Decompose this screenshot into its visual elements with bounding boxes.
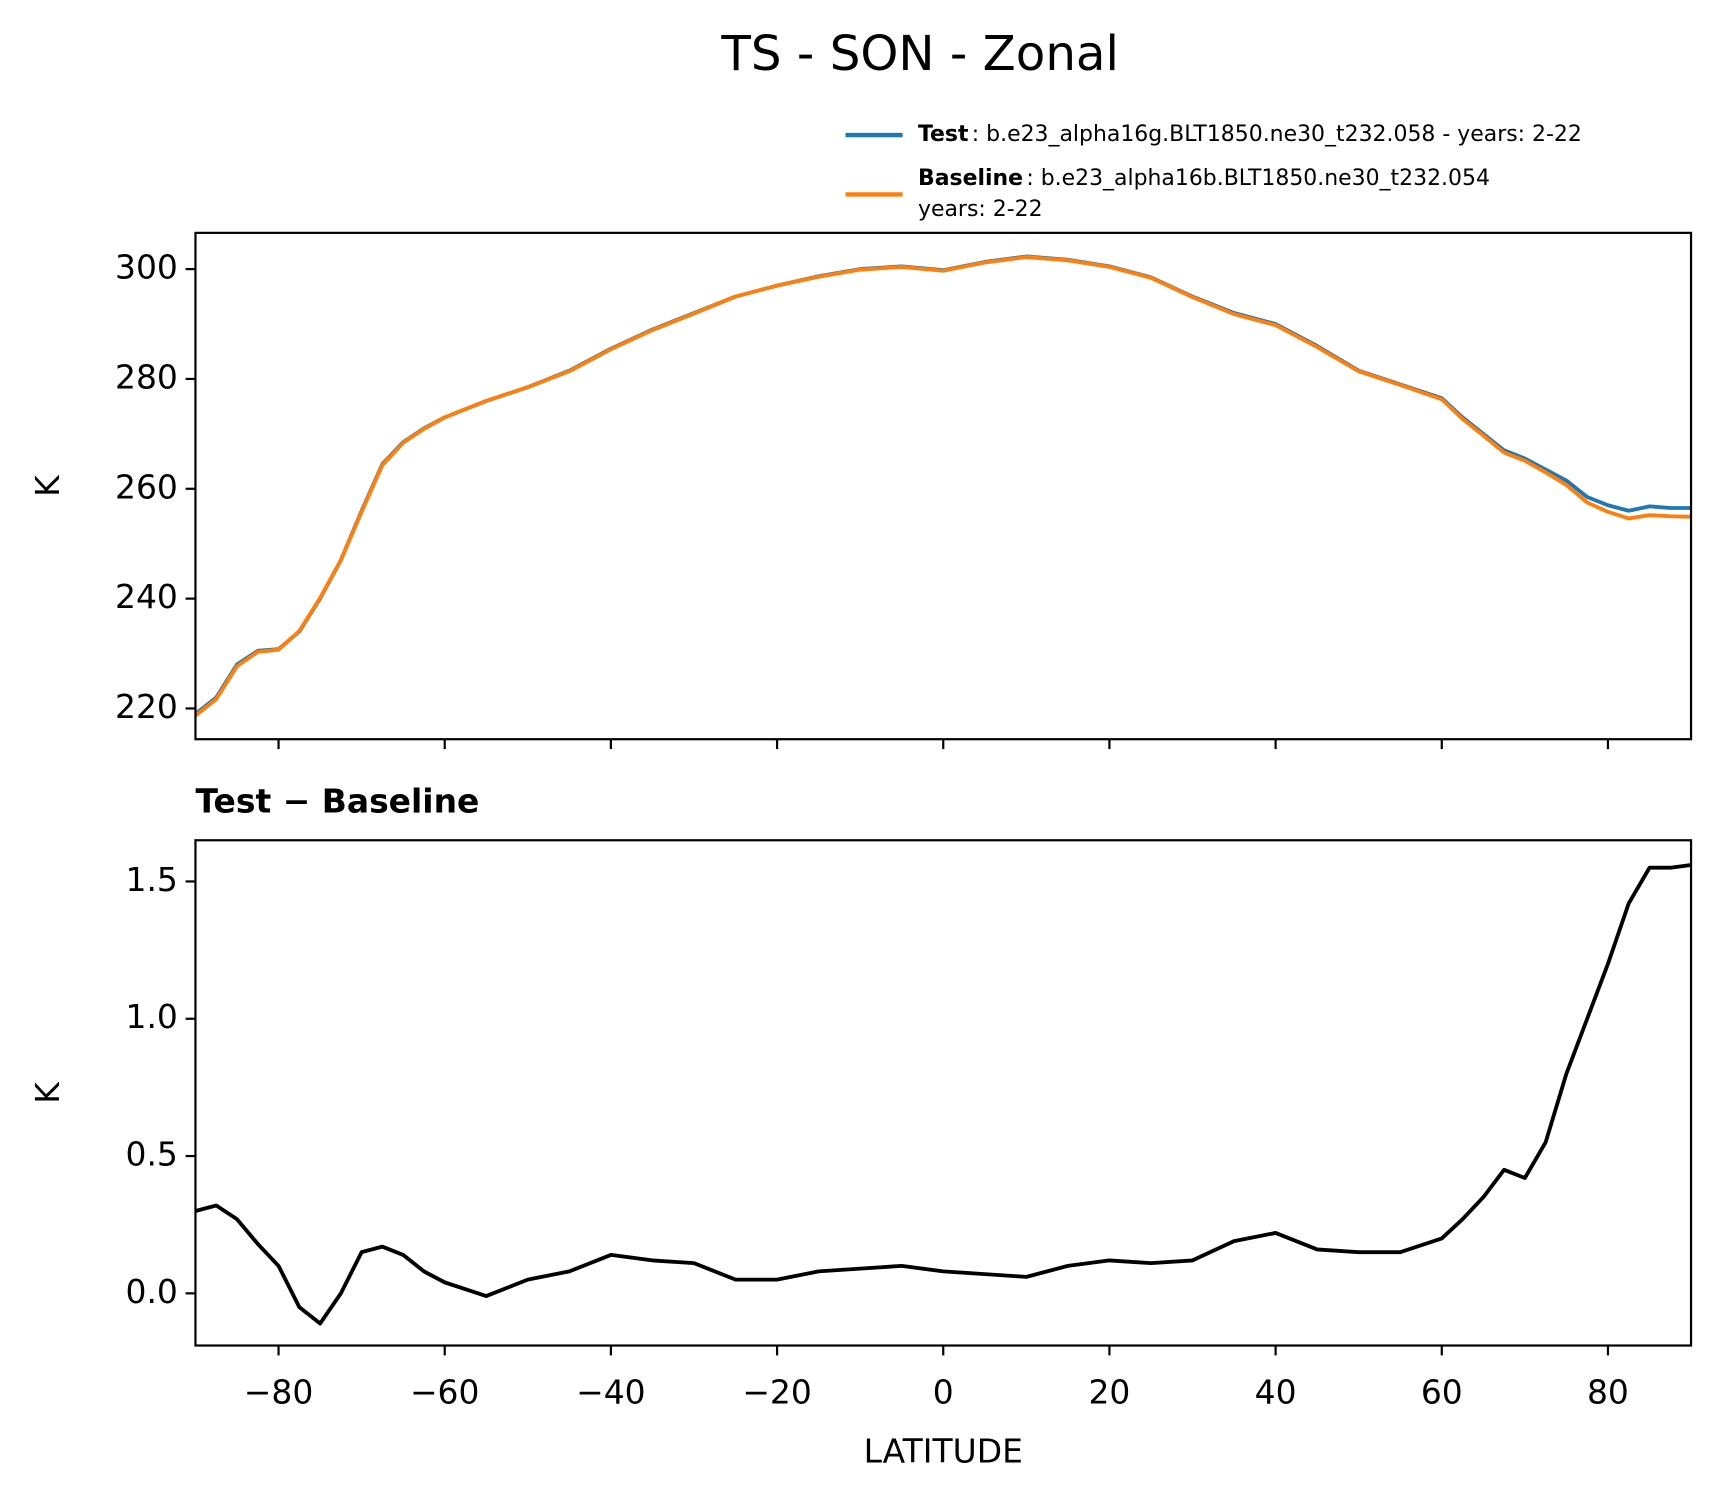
subplot-title: Test − Baseline xyxy=(195,781,479,820)
x-tick-label: 60 xyxy=(1421,1372,1463,1411)
legend-name: Baseline xyxy=(918,166,1023,191)
x-tick-label: −80 xyxy=(244,1372,314,1411)
legend-label: years: 2-22 xyxy=(918,197,1043,222)
legend-label: : b.e23_alpha16b.BLT1850.ne30_t232.054 xyxy=(1026,166,1490,191)
y-tick-label: 1.0 xyxy=(126,997,178,1036)
y-tick-label: 220 xyxy=(115,687,178,726)
x-tick-label: −60 xyxy=(410,1372,480,1411)
x-tick-label: 0 xyxy=(933,1372,954,1411)
plot-lines xyxy=(195,254,1692,718)
x-tick-label: −20 xyxy=(742,1372,812,1411)
legend-label: : b.e23_alpha16g.BLT1850.ne30_t232.058 -… xyxy=(972,122,1582,147)
y-tick-label: 300 xyxy=(115,248,178,287)
x-tick-label: 20 xyxy=(1088,1372,1130,1411)
figure-title: TS - SON - Zonal xyxy=(720,26,1119,82)
y-axis-label: K xyxy=(28,474,67,497)
legend-name: Test xyxy=(918,122,969,147)
x-tick-label: −40 xyxy=(576,1372,646,1411)
y-tick-label: 260 xyxy=(115,467,178,506)
plot-lines xyxy=(195,863,1692,1326)
y-tick-label: 1.5 xyxy=(126,860,178,899)
y-tick-label: 240 xyxy=(115,577,178,616)
diff-line xyxy=(195,863,1692,1326)
x-axis-label: LATITUDE xyxy=(864,1432,1023,1471)
x-tick-label: 80 xyxy=(1587,1372,1629,1411)
series-line xyxy=(195,255,1692,718)
y-tick-label: 0.5 xyxy=(126,1135,178,1174)
y-tick-label: 280 xyxy=(115,357,178,396)
y-axis-label: K xyxy=(28,1081,67,1104)
y-tick-label: 0.0 xyxy=(126,1272,178,1311)
x-tick-label: 40 xyxy=(1255,1372,1297,1411)
